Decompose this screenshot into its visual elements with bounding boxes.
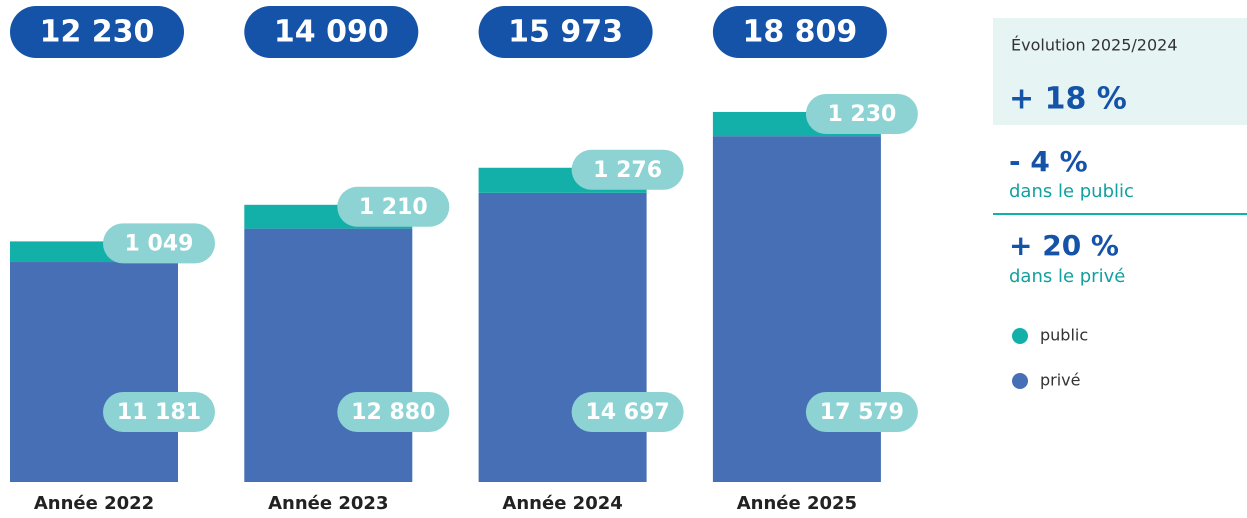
value-pill: [805, 93, 918, 134]
legend-label: public: [1040, 326, 1088, 345]
total-label: 12 230: [40, 15, 155, 50]
public-caption: dans le public: [1009, 181, 1134, 202]
value-label: 1 230: [827, 102, 896, 127]
total-pill: [244, 6, 419, 58]
total-pill: [712, 6, 887, 58]
bar-segment: [478, 192, 647, 483]
value-label: 11 181: [117, 400, 201, 425]
total-pill: [10, 6, 184, 58]
x-tick-label: Année 2022: [34, 493, 154, 514]
value-pill: [805, 392, 918, 432]
x-tick-label: Année 2023: [268, 493, 388, 514]
total-label: 18 809: [742, 15, 857, 50]
value-label: 1 276: [593, 158, 662, 183]
panel-box: [993, 18, 1247, 125]
bar-segment: [10, 262, 178, 482]
public-change: - 4 %: [1009, 145, 1088, 178]
total-pill: [478, 6, 653, 58]
value-label: 14 697: [585, 400, 669, 425]
legend-swatch: [1012, 373, 1028, 389]
value-pill: [103, 392, 215, 432]
legend-swatch: [1012, 328, 1028, 344]
bar-segment: [244, 228, 413, 482]
value-pill: [103, 223, 215, 264]
private-change: + 20 %: [1009, 229, 1119, 262]
value-label: 17 579: [820, 400, 904, 425]
total-change: + 18 %: [1009, 82, 1127, 117]
x-tick-label: Année 2025: [737, 493, 857, 514]
value-pill: [571, 392, 684, 432]
value-label: 1 049: [125, 231, 194, 256]
value-label: 12 880: [351, 400, 435, 425]
value-label: 1 210: [359, 195, 428, 220]
private-caption: dans le privé: [1009, 266, 1125, 287]
legend-label: privé: [1040, 371, 1081, 390]
total-label: 14 090: [274, 15, 389, 50]
value-pill: [337, 392, 450, 432]
value-pill: [571, 149, 684, 190]
x-tick-label: Année 2024: [502, 493, 622, 514]
panel-title: Évolution 2025/2024: [1011, 36, 1178, 55]
value-pill: [337, 186, 450, 227]
total-label: 15 973: [508, 15, 623, 50]
